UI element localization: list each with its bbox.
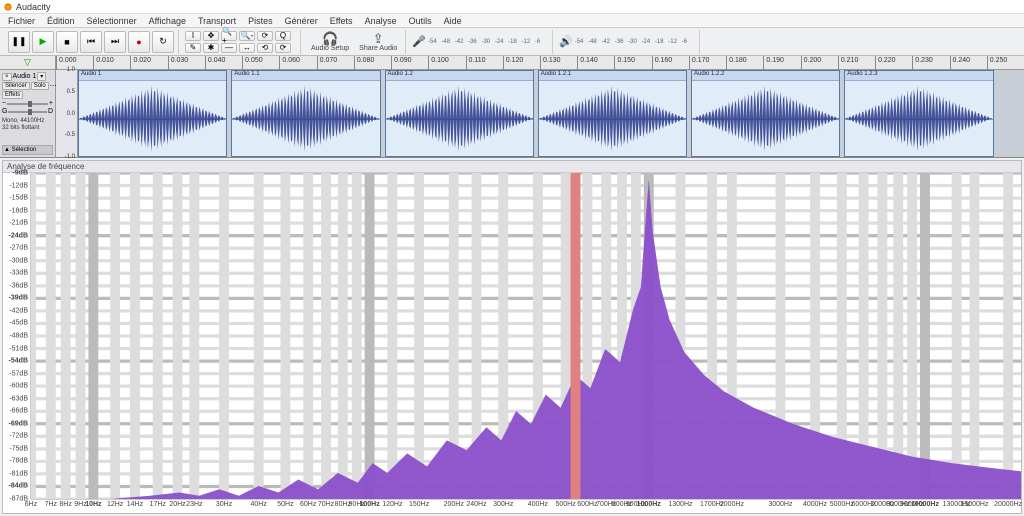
title-bar: Audacity	[0, 0, 1024, 14]
audio-clip[interactable]: Audio 1.2.2	[691, 70, 840, 157]
menu-transport[interactable]: Transport	[192, 16, 242, 26]
toolbar: ❚❚ ▶ ■ ⏮ ⏭ ● ↻ I✥🔍+🔍-⟳Q✎✱—↔⟲⟳ 🎧 Audio Se…	[0, 28, 1024, 56]
app-title: Audacity	[16, 2, 51, 12]
share-icon: ⇪	[373, 32, 384, 45]
audio-clip[interactable]: Audio 1	[78, 70, 227, 157]
play-button[interactable]: ▶	[32, 31, 54, 53]
audio-clip[interactable]: Audio 1.1	[231, 70, 380, 157]
clip-label: Audio 1.2	[386, 71, 533, 81]
clip-label: Audio 1.1	[232, 71, 379, 81]
skip-end-button[interactable]: ⏭	[104, 31, 126, 53]
spectrum-title: Analyse de fréquence	[3, 161, 1021, 173]
effects-button[interactable]: Effets	[2, 91, 23, 99]
audio-clip[interactable]: Audio 1.2.3	[844, 70, 993, 157]
track-close-button[interactable]: ×	[2, 73, 12, 81]
share-audio-button[interactable]: ⇪ Share Audio	[355, 32, 401, 52]
gain-slider[interactable]: −+	[2, 100, 53, 107]
timeline: ▽ 0.0000.0100.0200.0300.0400.0500.0600.0…	[0, 56, 1024, 70]
spectrum-panel: Analyse de fréquence -9dB-12dB-15dB-18dB…	[2, 160, 1022, 514]
timeline-play-indicator[interactable]: ▽	[0, 56, 56, 69]
stop-button[interactable]: ■	[56, 31, 78, 53]
menu-fichier[interactable]: Fichier	[2, 16, 41, 26]
clip-label: Audio 1.2.1	[539, 71, 686, 81]
audio-clip[interactable]: Audio 1.2	[385, 70, 534, 157]
tool-button-9[interactable]: ↔	[239, 43, 255, 53]
share-audio-label: Share Audio	[359, 45, 397, 52]
pan-slider[interactable]: GD	[2, 108, 53, 115]
tool-button-6[interactable]: ✎	[185, 43, 201, 53]
tools-group: I✥🔍+🔍-⟳Q✎✱—↔⟲⟳	[181, 30, 301, 54]
solo-button[interactable]: Solo	[31, 82, 49, 90]
amplitude-scale: 1.00.50.0-0.5-1.0	[56, 70, 78, 157]
tool-button-3[interactable]: 🔍-	[239, 31, 255, 41]
mic-icon: 🎤	[412, 35, 426, 48]
clip-label: Audio 1.2.2	[692, 71, 839, 81]
audio-setup-button[interactable]: 🎧 Audio Setup	[307, 32, 353, 52]
loop-button[interactable]: ↻	[152, 31, 174, 53]
pause-button[interactable]: ❚❚	[8, 31, 30, 53]
track-menu-button[interactable]: ▾	[37, 72, 46, 81]
time-ruler[interactable]: 0.0000.0100.0200.0300.0400.0500.0600.070…	[56, 56, 1024, 69]
menu-outils[interactable]: Outils	[403, 16, 438, 26]
mute-button[interactable]: Silencer	[2, 82, 30, 90]
tool-button-10[interactable]: ⟲	[257, 43, 273, 53]
rec-meter-group: 🎤 -54-48-42-36-30-24-18-12-6	[408, 30, 553, 54]
record-button[interactable]: ●	[128, 31, 150, 53]
playback-meter[interactable]: -54-48-42-36-30-24-18-12-6	[575, 39, 695, 45]
spectrum-x-axis: 6Hz7Hz8Hz9Hz10Hz12Hz14Hz17Hz20Hz23Hz30Hz…	[31, 499, 1021, 513]
menu-affichage[interactable]: Affichage	[143, 16, 192, 26]
menu-analyse[interactable]: Analyse	[359, 16, 403, 26]
track-area: ×Audio 1▾ SilencerSolo⋯ Effets −+ GD Mon…	[0, 70, 1024, 158]
tool-button-4[interactable]: ⟳	[257, 31, 273, 41]
menu-pistes[interactable]: Pistes	[242, 16, 279, 26]
headphones-icon: 🎧	[322, 32, 338, 45]
setup-group: 🎧 Audio Setup ⇪ Share Audio	[303, 30, 406, 54]
menu-effets[interactable]: Effets	[324, 16, 359, 26]
tool-button-1[interactable]: ✥	[203, 31, 219, 41]
tool-button-2[interactable]: 🔍+	[221, 31, 237, 41]
transport-group: ❚❚ ▶ ■ ⏮ ⏭ ● ↻	[4, 30, 179, 54]
tool-button-0[interactable]: I	[185, 31, 201, 41]
app-logo-icon	[4, 3, 12, 11]
tool-button-7[interactable]: ✱	[203, 43, 219, 53]
spectrum-plot[interactable]	[31, 173, 1021, 499]
tool-button-5[interactable]: Q	[275, 31, 291, 41]
track-body: 1.00.50.0-0.5-1.0 Audio 1Audio 1.1Audio …	[56, 70, 1024, 157]
speaker-icon: 🔊	[559, 35, 573, 48]
menu-sélectionner[interactable]: Sélectionner	[81, 16, 143, 26]
spectrum-y-axis: -9dB-12dB-15dB-18dB-21dB-24dB-27dB-30dB-…	[3, 173, 31, 499]
menu-aide[interactable]: Aide	[438, 16, 468, 26]
menu-générer[interactable]: Générer	[279, 16, 324, 26]
menu-bar: FichierÉditionSélectionnerAffichageTrans…	[0, 14, 1024, 28]
tool-button-8[interactable]: —	[221, 43, 237, 53]
clip-label: Audio 1.2.3	[845, 71, 992, 81]
audio-clip[interactable]: Audio 1.2.1	[538, 70, 687, 157]
waveform-canvas[interactable]: Audio 1 Audio 1.1 Audio 1.2 Audio 1.2.1 Audi…	[78, 70, 1024, 157]
track-select-button[interactable]: ▲ Sélection	[2, 145, 53, 155]
clip-label: Audio 1	[79, 71, 226, 81]
tool-button-11[interactable]: ⟳	[275, 43, 291, 53]
track-name: Audio 1	[13, 73, 37, 80]
track-header: ×Audio 1▾ SilencerSolo⋯ Effets −+ GD Mon…	[0, 70, 56, 157]
track-format-info: Mono, 44100Hz32 bits flottant	[2, 118, 53, 131]
audio-setup-label: Audio Setup	[311, 45, 349, 52]
record-meter[interactable]: -54-48-42-36-30-24-18-12-6	[428, 39, 548, 45]
menu-édition[interactable]: Édition	[41, 16, 81, 26]
skip-start-button[interactable]: ⏮	[80, 31, 102, 53]
play-meter-group: 🔊 -54-48-42-36-30-24-18-12-6	[555, 30, 700, 54]
